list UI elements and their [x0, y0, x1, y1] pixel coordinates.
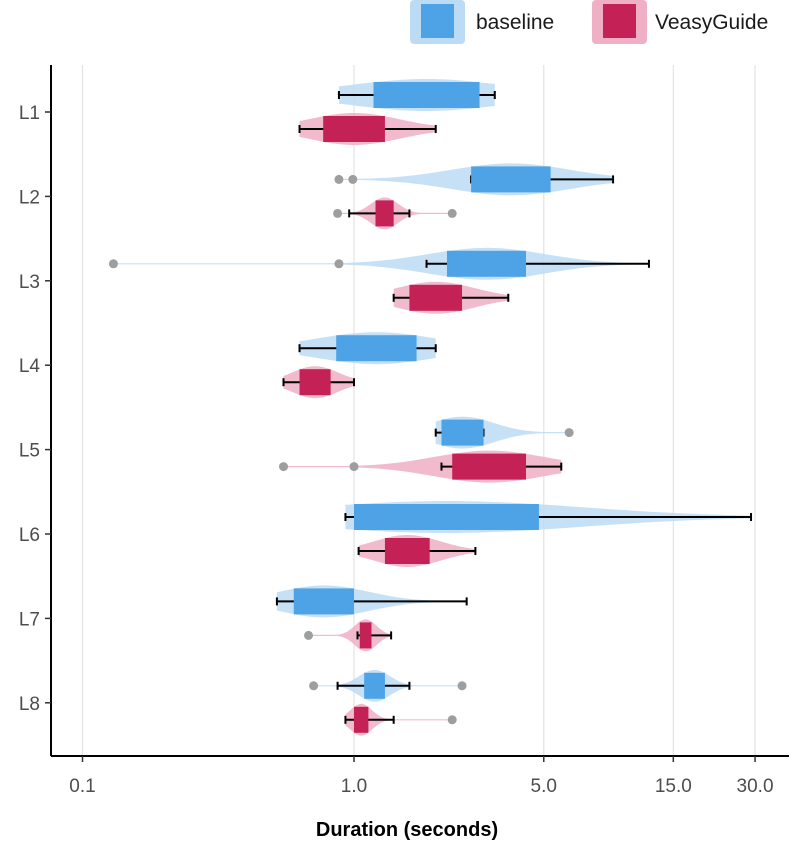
box-veasyguide-L8 — [354, 706, 369, 733]
box-veasyguide-L5 — [452, 453, 526, 480]
y-tick-label-L6: L6 — [19, 525, 40, 546]
legend-label-veasyguide: VeasyGuide — [655, 11, 768, 34]
x-tick-label-0.1: 0.1 — [69, 776, 95, 797]
outlier-baseline-L5-0 — [564, 428, 574, 438]
y-tick-label-L8: L8 — [19, 694, 40, 715]
y-tick-label-L7: L7 — [19, 609, 40, 630]
box-veasyguide-L3 — [409, 284, 463, 311]
outlier-baseline-L8-1 — [457, 681, 467, 691]
box-baseline-L3 — [446, 250, 526, 277]
box-baseline-L4 — [336, 335, 417, 362]
axes — [50, 65, 789, 757]
y-ticks: L1 L2 L3 L4 L5 L6 L7 L8 — [19, 103, 51, 715]
x-tick-label-5.0: 5.0 — [531, 776, 557, 797]
grid — [81, 65, 756, 756]
y-tick-label-L3: L3 — [19, 272, 40, 293]
outlier-baseline-L2-1 — [348, 174, 358, 184]
box-baseline-L7 — [293, 588, 354, 615]
outlier-baseline-L3-0 — [108, 259, 118, 269]
outlier-veasyguide-L7-0 — [304, 630, 314, 640]
outlier-baseline-L3-1 — [334, 259, 344, 269]
outlier-baseline-L8-0 — [309, 681, 319, 691]
box-baseline-L5 — [441, 419, 484, 446]
outlier-baseline-L2-0 — [334, 174, 344, 184]
box-veasyguide-L2 — [375, 200, 394, 227]
box-baseline-L2 — [471, 166, 551, 193]
box-veasyguide-L4 — [299, 369, 331, 396]
x-tick-label-30.0: 30.0 — [737, 776, 774, 797]
y-tick-label-L5: L5 — [19, 441, 40, 462]
outlier-veasyguide-L5-1 — [349, 462, 359, 472]
outlier-veasyguide-L2-1 — [447, 208, 457, 218]
legend: baseline VeasyGuide — [410, 0, 768, 44]
violin-veasyguide-L8 — [345, 703, 453, 736]
legend-key-veasyguide — [603, 4, 636, 38]
x-tick-label-1.0: 1.0 — [341, 776, 367, 797]
box-baseline-L6 — [354, 504, 539, 530]
legend-label-baseline: baseline — [476, 11, 554, 34]
x-tick-label-15.0: 15.0 — [655, 776, 692, 797]
legend-key-baseline — [421, 4, 454, 38]
y-tick-label-L4: L4 — [19, 356, 41, 377]
x-axis-title: Duration (seconds) — [316, 819, 498, 841]
outlier-veasyguide-L5-0 — [279, 462, 289, 472]
x-ticks: 0.1 1.0 5.0 15.0 30.0 — [69, 756, 774, 797]
violins — [113, 79, 751, 736]
box-veasyguide-L6 — [384, 538, 430, 564]
box-veasyguide-L1 — [323, 116, 385, 142]
box-baseline-L1 — [373, 82, 480, 108]
box-veasyguide-L7 — [359, 622, 372, 649]
box-baseline-L8 — [364, 672, 385, 699]
y-tick-label-L2: L2 — [19, 187, 40, 208]
outlier-veasyguide-L8-0 — [447, 715, 457, 725]
outlier-veasyguide-L2-0 — [333, 208, 343, 218]
y-tick-label-L1: L1 — [19, 103, 40, 124]
boxes — [108, 82, 753, 733]
